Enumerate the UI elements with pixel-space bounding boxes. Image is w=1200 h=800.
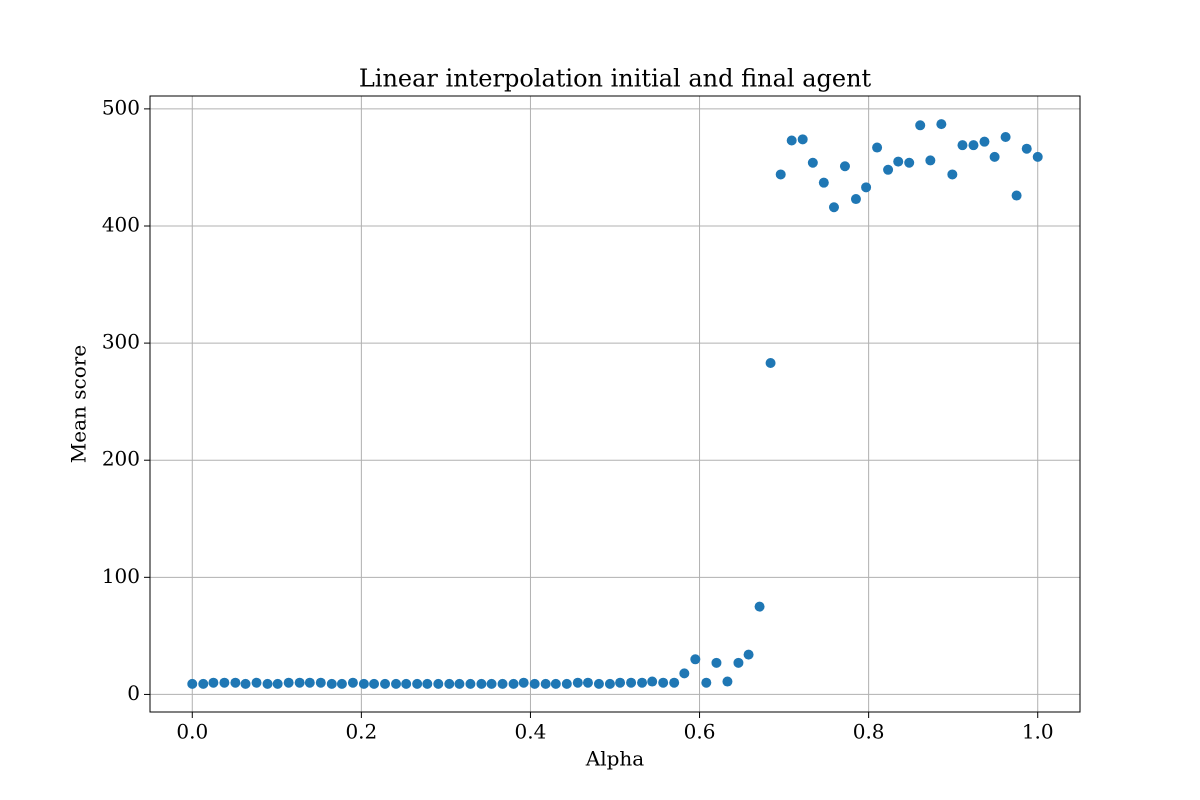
point <box>347 677 358 688</box>
point <box>839 161 850 172</box>
point <box>915 120 926 131</box>
point <box>604 678 615 689</box>
point <box>572 677 583 688</box>
point <box>240 678 251 689</box>
point <box>850 194 861 205</box>
point <box>647 676 658 687</box>
point <box>465 678 476 689</box>
point <box>326 678 337 689</box>
point <box>251 677 262 688</box>
point <box>369 678 380 689</box>
chart-title: Linear interpolation initial and final a… <box>359 65 872 93</box>
point <box>529 678 540 689</box>
point <box>947 169 958 180</box>
point <box>187 678 198 689</box>
point <box>861 182 872 193</box>
point <box>765 358 776 369</box>
point <box>294 677 305 688</box>
point <box>380 678 391 689</box>
y-axis-label: Mean score <box>67 345 91 463</box>
point <box>754 601 765 612</box>
point <box>979 136 990 147</box>
point <box>722 676 733 687</box>
point <box>272 678 283 689</box>
y-tick-label: 0 <box>127 681 140 705</box>
point <box>486 678 497 689</box>
y-tick-label: 400 <box>102 212 140 236</box>
point <box>358 678 369 689</box>
point <box>925 155 936 166</box>
point <box>893 156 904 167</box>
plot-frame <box>149 95 1081 713</box>
point <box>497 678 508 689</box>
point <box>968 140 979 151</box>
point <box>743 649 754 660</box>
point <box>872 142 883 153</box>
point <box>989 151 1000 162</box>
x-tick-label: 1.0 <box>1022 720 1054 744</box>
point <box>401 678 412 689</box>
y-tick-label: 500 <box>102 95 140 119</box>
x-tick-label: 0.8 <box>853 720 885 744</box>
point <box>637 677 648 688</box>
point <box>828 202 839 213</box>
y-tick-label: 200 <box>102 447 140 471</box>
point <box>690 654 701 665</box>
x-axis-label: Alpha <box>585 747 645 771</box>
point <box>818 177 829 188</box>
point <box>775 169 786 180</box>
point <box>615 677 626 688</box>
point <box>701 677 712 688</box>
x-tick-label: 0.4 <box>515 720 547 744</box>
x-tick-label: 0.0 <box>176 720 208 744</box>
point <box>786 135 797 146</box>
point <box>304 677 315 688</box>
y-tick-label: 100 <box>102 564 140 588</box>
point <box>883 164 894 175</box>
point <box>679 668 690 679</box>
point <box>508 678 519 689</box>
point <box>540 678 551 689</box>
point <box>283 677 294 688</box>
point <box>626 677 637 688</box>
point <box>518 677 529 688</box>
point <box>391 678 402 689</box>
point <box>1032 151 1043 162</box>
x-tick-label: 0.2 <box>345 720 377 744</box>
point <box>336 678 347 689</box>
point <box>711 657 722 668</box>
point <box>412 678 423 689</box>
point <box>936 119 947 130</box>
point <box>1000 131 1011 142</box>
point <box>904 157 915 168</box>
point <box>733 657 744 668</box>
x-tick-label: 0.6 <box>684 720 716 744</box>
point <box>198 678 209 689</box>
point <box>593 678 604 689</box>
point <box>669 677 680 688</box>
point <box>315 677 326 688</box>
point <box>957 140 968 151</box>
point <box>422 678 433 689</box>
point <box>550 678 561 689</box>
point <box>230 677 241 688</box>
point <box>444 678 455 689</box>
point <box>219 677 230 688</box>
point <box>582 677 593 688</box>
y-tick-label: 300 <box>102 330 140 354</box>
point <box>797 134 808 145</box>
point <box>476 678 487 689</box>
point <box>561 678 572 689</box>
point <box>208 677 219 688</box>
point <box>1011 190 1022 201</box>
point <box>433 678 444 689</box>
point <box>658 677 669 688</box>
point <box>262 678 273 689</box>
point <box>1021 143 1032 154</box>
point <box>454 678 465 689</box>
point <box>807 157 818 168</box>
